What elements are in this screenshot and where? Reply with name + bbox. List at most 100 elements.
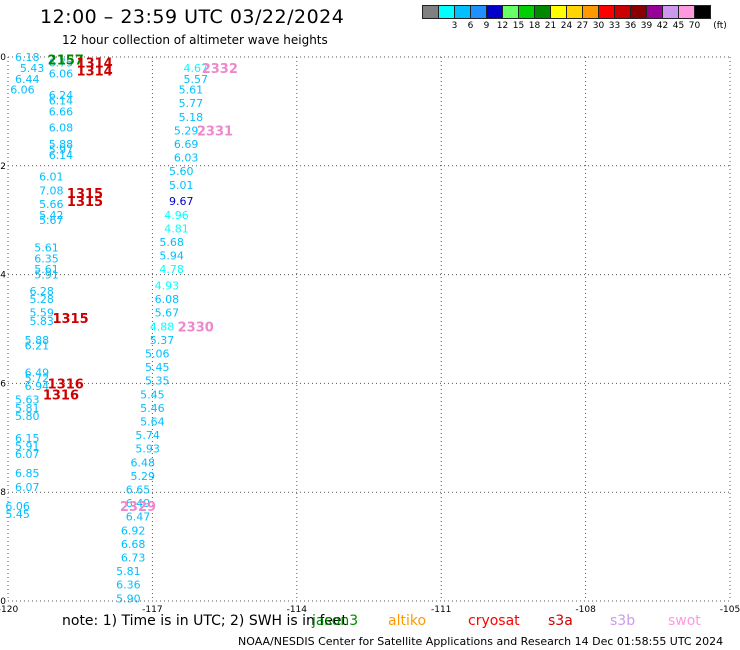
wave-height-value: 6.08	[155, 293, 180, 306]
pass-time-label: 1316	[43, 388, 79, 403]
wave-height-value: 5.29	[131, 470, 156, 483]
x-tick-label: -120	[0, 605, 18, 615]
footer-note: note: 1) Time is in UTC; 2) SWH is in fe…	[62, 613, 348, 629]
y-tick-label: -6	[0, 379, 6, 389]
legend-swot: swot	[668, 613, 701, 629]
pass-time-label: 2331	[197, 124, 233, 139]
wave-height-value: 6.08	[49, 122, 74, 135]
wave-height-value: 5.45	[140, 388, 165, 401]
pass-time-label: 1314	[77, 65, 113, 80]
colorbar-label: 18	[528, 21, 541, 31]
wave-height-value: 5.61	[179, 84, 204, 97]
colorbar-label: 30	[592, 21, 605, 31]
pass-time-label: 2330	[178, 320, 214, 335]
wave-height-value: 5.01	[169, 179, 194, 192]
wave-height-value: 4.88	[150, 320, 175, 333]
wave-height-value: 5.97	[49, 143, 74, 156]
wave-height-value: 5.88	[49, 138, 74, 151]
pass-time-label: 1314	[77, 56, 113, 71]
wave-height-value: 6.15	[15, 432, 40, 445]
x-tick-label: -117	[142, 605, 162, 615]
wave-height-value: 5.64	[140, 415, 165, 428]
x-tick-label: -114	[287, 605, 308, 615]
wave-height-value: 6.07	[15, 481, 40, 494]
pass-time-label: 1315	[52, 312, 88, 327]
wave-height-value: 6.65	[126, 483, 151, 496]
y-tick-label: -8	[0, 488, 6, 498]
credit-line: NOAA/NESDIS Center for Satellite Applica…	[238, 635, 724, 648]
wave-height-value: 5.67	[155, 307, 180, 320]
colorbar-label: 9	[483, 21, 490, 31]
wave-height-value: 5.29	[174, 124, 199, 137]
wave-height-value: 6.85	[15, 467, 40, 480]
wave-height-value: 6.47	[126, 511, 151, 524]
y-tick-label: 0	[0, 53, 6, 63]
wave-height-value: 6.69	[174, 138, 199, 151]
chart-subtitle: 12 hour collection of altimeter wave hei…	[62, 33, 328, 47]
wave-height-value: 5.91	[34, 269, 59, 282]
colorbar	[422, 5, 711, 19]
wave-height-value: 6.73	[121, 551, 146, 564]
wave-height-value: 7.08	[39, 184, 64, 197]
wave-height-value: 9.67	[169, 195, 194, 208]
wave-height-value: 5.83	[29, 315, 54, 328]
wave-height-value: 5.91	[15, 440, 40, 453]
pass-time-label: 2157	[48, 54, 84, 69]
colorbar-labels: 3 6 9 12 15 18 21 24 27 30 33 36 39 42 45 70 (ft)	[422, 21, 740, 33]
wave-height-value: 5.37	[150, 334, 175, 347]
colorbar-label: 6	[467, 21, 474, 31]
wave-height-value: 5.43	[20, 62, 45, 75]
wave-height-value: 6.03	[174, 152, 199, 165]
wave-height-value: 5.81	[15, 402, 40, 415]
colorbar-label: 15	[512, 21, 525, 31]
wave-height-value: 6.24	[49, 89, 74, 102]
wave-height-value: 6.18	[15, 51, 40, 64]
legend-s3b: s3b	[610, 613, 636, 629]
wave-height-value: 6.49	[126, 497, 151, 510]
wave-height-value: 6.49	[25, 367, 50, 380]
wave-height-value: 5.94	[159, 250, 184, 263]
x-tick-label: -108	[575, 605, 596, 615]
colorbar-label: 27	[576, 21, 589, 31]
wave-height-value: 6.06	[10, 84, 35, 97]
wave-height-value: 5.35	[145, 375, 170, 388]
wave-height-value: 4.81	[164, 222, 189, 235]
pass-time-label: 1315	[67, 195, 103, 210]
wave-height-value: 6.66	[49, 105, 74, 118]
wave-height-value: 6.36	[116, 579, 141, 592]
wave-height-value: 6.06	[49, 67, 74, 80]
chart-title: 12:00 – 23:59 UTC 03/22/2024	[40, 6, 345, 28]
wave-height-value: 6.44	[15, 73, 40, 86]
colorbar-label: 42	[656, 21, 669, 31]
wave-height-value: 5.72	[25, 372, 50, 385]
wave-height-value: 5.66	[39, 198, 64, 211]
colorbar-label: 21	[544, 21, 557, 31]
pass-time-label: 2329	[120, 500, 156, 515]
y-tick-label: -4	[0, 271, 6, 281]
wave-height-value: 6.68	[121, 538, 146, 551]
pass-time-label: 1315	[67, 187, 103, 202]
wave-height-value: 5.74	[135, 429, 160, 442]
x-tick-label: -111	[431, 605, 451, 615]
wave-height-value: 5.42	[39, 209, 64, 222]
wave-height-value: 6.07	[15, 448, 40, 461]
wave-height-value: 5.28	[29, 293, 54, 306]
wave-height-value: 5.67	[39, 214, 64, 227]
legend-cryosat: cryosat	[468, 613, 520, 629]
wave-height-value: 5.59	[29, 307, 54, 320]
colorbar-label: 24	[560, 21, 573, 31]
colorbar-label: 12	[496, 21, 509, 31]
y-tick-label: -10	[0, 597, 6, 607]
wave-height-value: 5.57	[183, 73, 208, 86]
wave-height-value: 5.80	[15, 410, 40, 423]
wave-height-value: 5.45	[145, 361, 170, 374]
legend-s3a: s3a	[548, 613, 573, 629]
wave-height-value: 5.63	[15, 394, 40, 407]
wave-height-value: 6.28	[29, 285, 54, 298]
pass-time-label: 2332	[202, 62, 238, 77]
x-tick-label: -105	[720, 605, 740, 615]
wave-height-value: 5.90	[116, 592, 141, 605]
colorbar-label: 3	[451, 21, 458, 31]
colorbar-label: 45	[672, 21, 685, 31]
